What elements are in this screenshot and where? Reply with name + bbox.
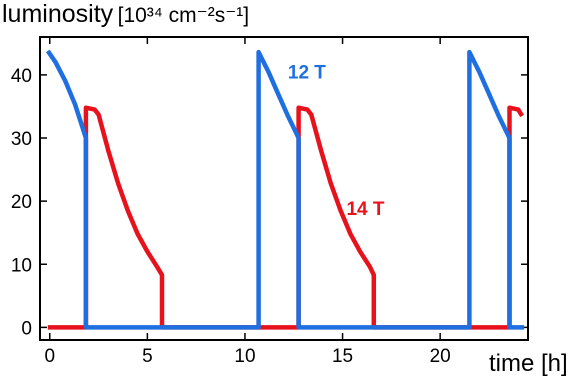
x-axis-label: time [h] [489,350,568,377]
x-tick-label: 15 [332,346,353,367]
x-tick-label: 20 [430,346,451,367]
x-tick-label: 5 [142,346,153,367]
series-layer [45,49,525,330]
x-tick-label: 10 [234,346,255,367]
y-axis-unit: [10³⁴ cm⁻²s⁻¹] [117,4,250,27]
y-tick-label: 10 [11,255,32,276]
series-line-12t [45,49,525,330]
y-tick-label: 30 [11,129,32,150]
series-annotation-label: 14 T [346,199,384,220]
x-tick-label: 0 [44,346,55,367]
plot-frame [39,36,529,341]
y-axis-label: luminosity [2,0,114,28]
y-tick-label: 40 [11,66,32,87]
series-annotation-label: 12 T [288,63,326,84]
series-line-14t [47,105,525,330]
y-axis-ticks: 0 10 20 30 40 [11,66,528,339]
x-axis-ticks: 0 5 10 15 20 [44,37,451,367]
y-axis-title: luminosity [10³⁴ cm⁻²s⁻¹] [2,0,249,29]
annotation-layer: 12 T 14 T [288,63,385,220]
y-tick-label: 20 [11,192,32,213]
y-tick-label: 0 [21,318,32,339]
